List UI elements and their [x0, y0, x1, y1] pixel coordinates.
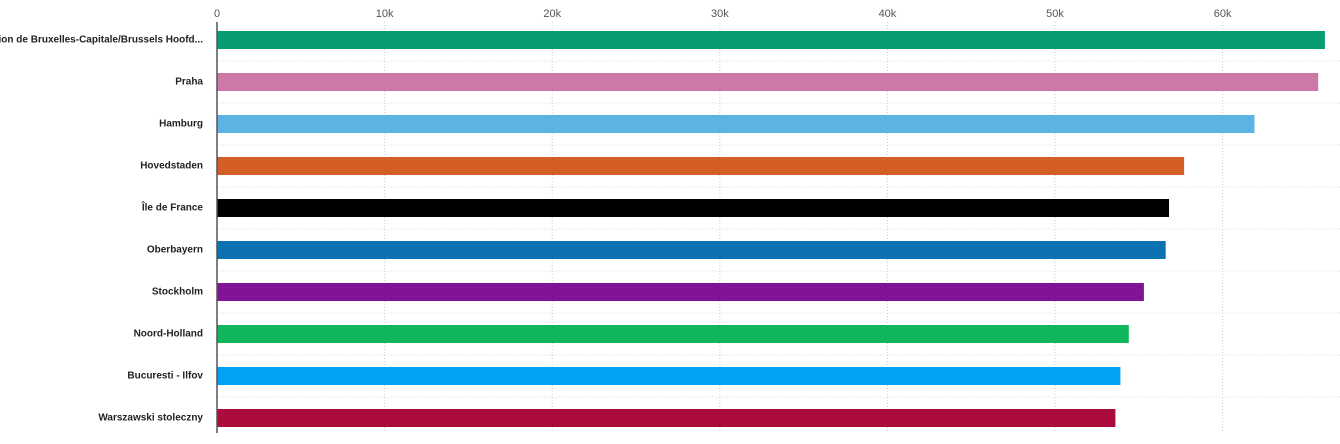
category-label: Île de France: [141, 201, 204, 214]
category-label: Praha: [175, 77, 203, 88]
category-label: Stockholm: [152, 287, 203, 298]
bar: [217, 283, 1144, 301]
x-tick-label: 50k: [1046, 8, 1064, 20]
bar: [217, 409, 1116, 427]
category-label: Région de Bruxelles-Capitale/Brussels Ho…: [0, 35, 203, 46]
x-tick-label: 40k: [879, 8, 897, 20]
bar: [217, 157, 1185, 175]
bar: [217, 325, 1129, 343]
x-tick-label: 0: [214, 8, 220, 20]
x-tick-label: 30k: [711, 8, 729, 20]
x-tick-label: 10k: [376, 8, 394, 20]
bar: [217, 31, 1325, 49]
bar: [217, 115, 1255, 133]
bar: [217, 199, 1170, 217]
x-tick-label: 20k: [543, 8, 561, 20]
category-label: Oberbayern: [147, 245, 203, 256]
category-label: Noord-Holland: [134, 329, 203, 340]
bar: [217, 73, 1319, 91]
category-label: Warszawski stoleczny: [98, 413, 203, 424]
category-label: Bucuresti - Ilfov: [127, 371, 203, 382]
bar: [217, 241, 1166, 259]
category-label: Hovedstaden: [140, 161, 203, 172]
category-label: Hamburg: [159, 119, 203, 130]
x-tick-label: 60k: [1214, 8, 1232, 20]
bar: [217, 367, 1121, 385]
